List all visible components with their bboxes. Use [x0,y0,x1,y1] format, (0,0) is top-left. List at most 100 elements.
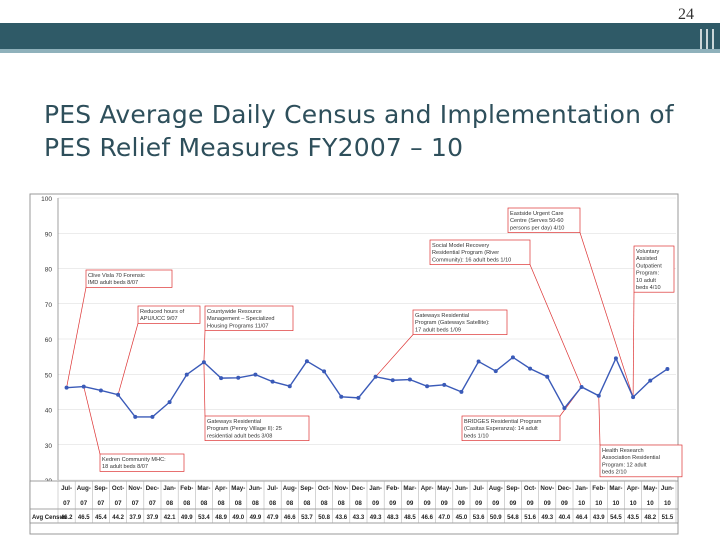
x-tick-label-year: 07 [97,500,104,507]
table-value: 48.9 [215,515,227,521]
x-tick-label-year: 09 [509,500,516,507]
data-point [596,393,601,398]
x-tick-label-month: May- [231,485,245,492]
annotation-leader [632,292,635,398]
x-tick-label-year: 09 [389,500,396,507]
table-value: 48.3 [387,515,399,521]
page-number: 24 [678,6,694,23]
x-tick-label-year: 09 [475,500,482,507]
annotation-text: beds 2/10 [602,470,627,476]
data-point [648,378,653,383]
annotation-text: Association Residential [602,455,660,461]
table-row-label: Avg Census [32,515,67,521]
data-point [665,366,670,371]
data-point [459,389,464,394]
table-value: 45.4 [95,515,107,521]
x-tick-label-year: 09 [527,500,534,507]
data-point [373,374,378,379]
table-value: 50.8 [318,515,330,521]
annotation-text: residential adult beds 3/08 [207,433,272,439]
x-tick-label-month: Sep- [94,485,107,492]
table-value: 43.3 [353,515,365,521]
x-tick-label-month: Mar- [609,485,622,492]
annotation-leader [66,287,87,388]
annotation-text: Centre (Serves 50-60 [510,218,563,224]
x-tick-label-year: 07 [115,500,122,507]
annotation-text: Residential Program (River [432,250,499,256]
corner-decoration-icon [700,29,714,49]
x-tick-label-month: Jun- [661,485,674,492]
data-point [631,395,636,400]
x-tick-label-month: Oct- [318,485,330,492]
x-tick-label-year: 08 [355,500,362,507]
data-point [322,369,327,374]
table-value: 43.5 [627,515,639,521]
data-point [219,376,224,381]
annotation-leader [83,386,101,455]
x-tick-label-year: 08 [269,500,276,507]
annotation-text: IMD adult beds 8/07 [88,280,138,286]
series-avg-census [64,355,670,419]
header-accent-bar [0,49,720,53]
x-tick-label-year: 09 [492,500,499,507]
y-tick-label: 90 [45,231,53,238]
table-value: 46.5 [78,515,90,521]
annotation-text: Voluntary [636,249,660,255]
annotation-text: Health Research [602,448,644,454]
table-value: 50.9 [490,515,502,521]
data-point [613,356,618,361]
table-value: 51.5 [662,515,674,521]
table-value: 49.3 [541,515,553,521]
table-value: 53.6 [473,515,485,521]
x-tick-label-month: Sep- [506,485,519,492]
annotation-text: 10 adult [636,278,656,284]
annotation-text: Housing Programs 11/07 [207,323,268,329]
x-tick-label-month: May- [437,485,451,492]
x-tick-label-year: 08 [303,500,310,507]
table-value: 48.2 [644,515,656,521]
annotation-text: beds 1/10 [464,433,489,439]
data-point [133,414,138,419]
data-point [425,384,430,389]
series-line [66,356,668,418]
x-tick-label-year: 09 [424,500,431,507]
x-tick-label-month: Nov- [128,485,142,492]
table-value: 54.8 [507,515,519,521]
annotation-box [99,453,185,472]
annotation-text: Program: [636,271,659,277]
annotation-text: Clive Visla 70 Forensic [88,273,145,279]
x-tick-label-month: Jul- [61,485,72,492]
x-tick-label-year: 07 [149,500,156,507]
table-value: 47.9 [267,515,279,521]
data-point [390,378,395,383]
x-tick-label-year: 10 [578,500,585,507]
data-point [98,388,103,393]
y-tick-label: 70 [45,302,53,309]
title-line-2: PES Relief Measures FY2007 – 10 [44,133,464,162]
x-tick-label-month: Apr- [215,485,228,492]
data-point [201,360,206,365]
table-value: 47.0 [438,515,450,521]
grid-lines [57,197,676,481]
annotation-box [633,245,675,293]
y-tick-label: 30 [45,443,53,450]
x-tick-label-year: 08 [286,500,293,507]
x-tick-label-month: Feb- [386,485,399,492]
table-value: 49.3 [370,515,382,521]
x-tick-label-year: 09 [406,500,413,507]
data-point [150,414,155,419]
table-value: 53.4 [198,515,210,521]
x-tick-label-month: Jun- [455,485,468,492]
table-value: 46.6 [421,515,433,521]
table-value: 48.5 [404,515,416,521]
annotation-text: Program (Penny Village II): 25 [207,426,282,432]
annotation-text: Community): 16 adult beds 1/10 [432,257,511,263]
census-line-chart: 2030405060708090100 Jul-0746.2Aug-0746.5… [29,193,683,535]
annotation-box [461,415,561,441]
data-point [562,406,567,411]
x-tick-label-year: 08 [218,500,225,507]
data-point [476,359,481,364]
annotation-box [137,305,201,324]
x-tick-label-month: Oct- [524,485,536,492]
x-tick-label-year: 09 [458,500,465,507]
